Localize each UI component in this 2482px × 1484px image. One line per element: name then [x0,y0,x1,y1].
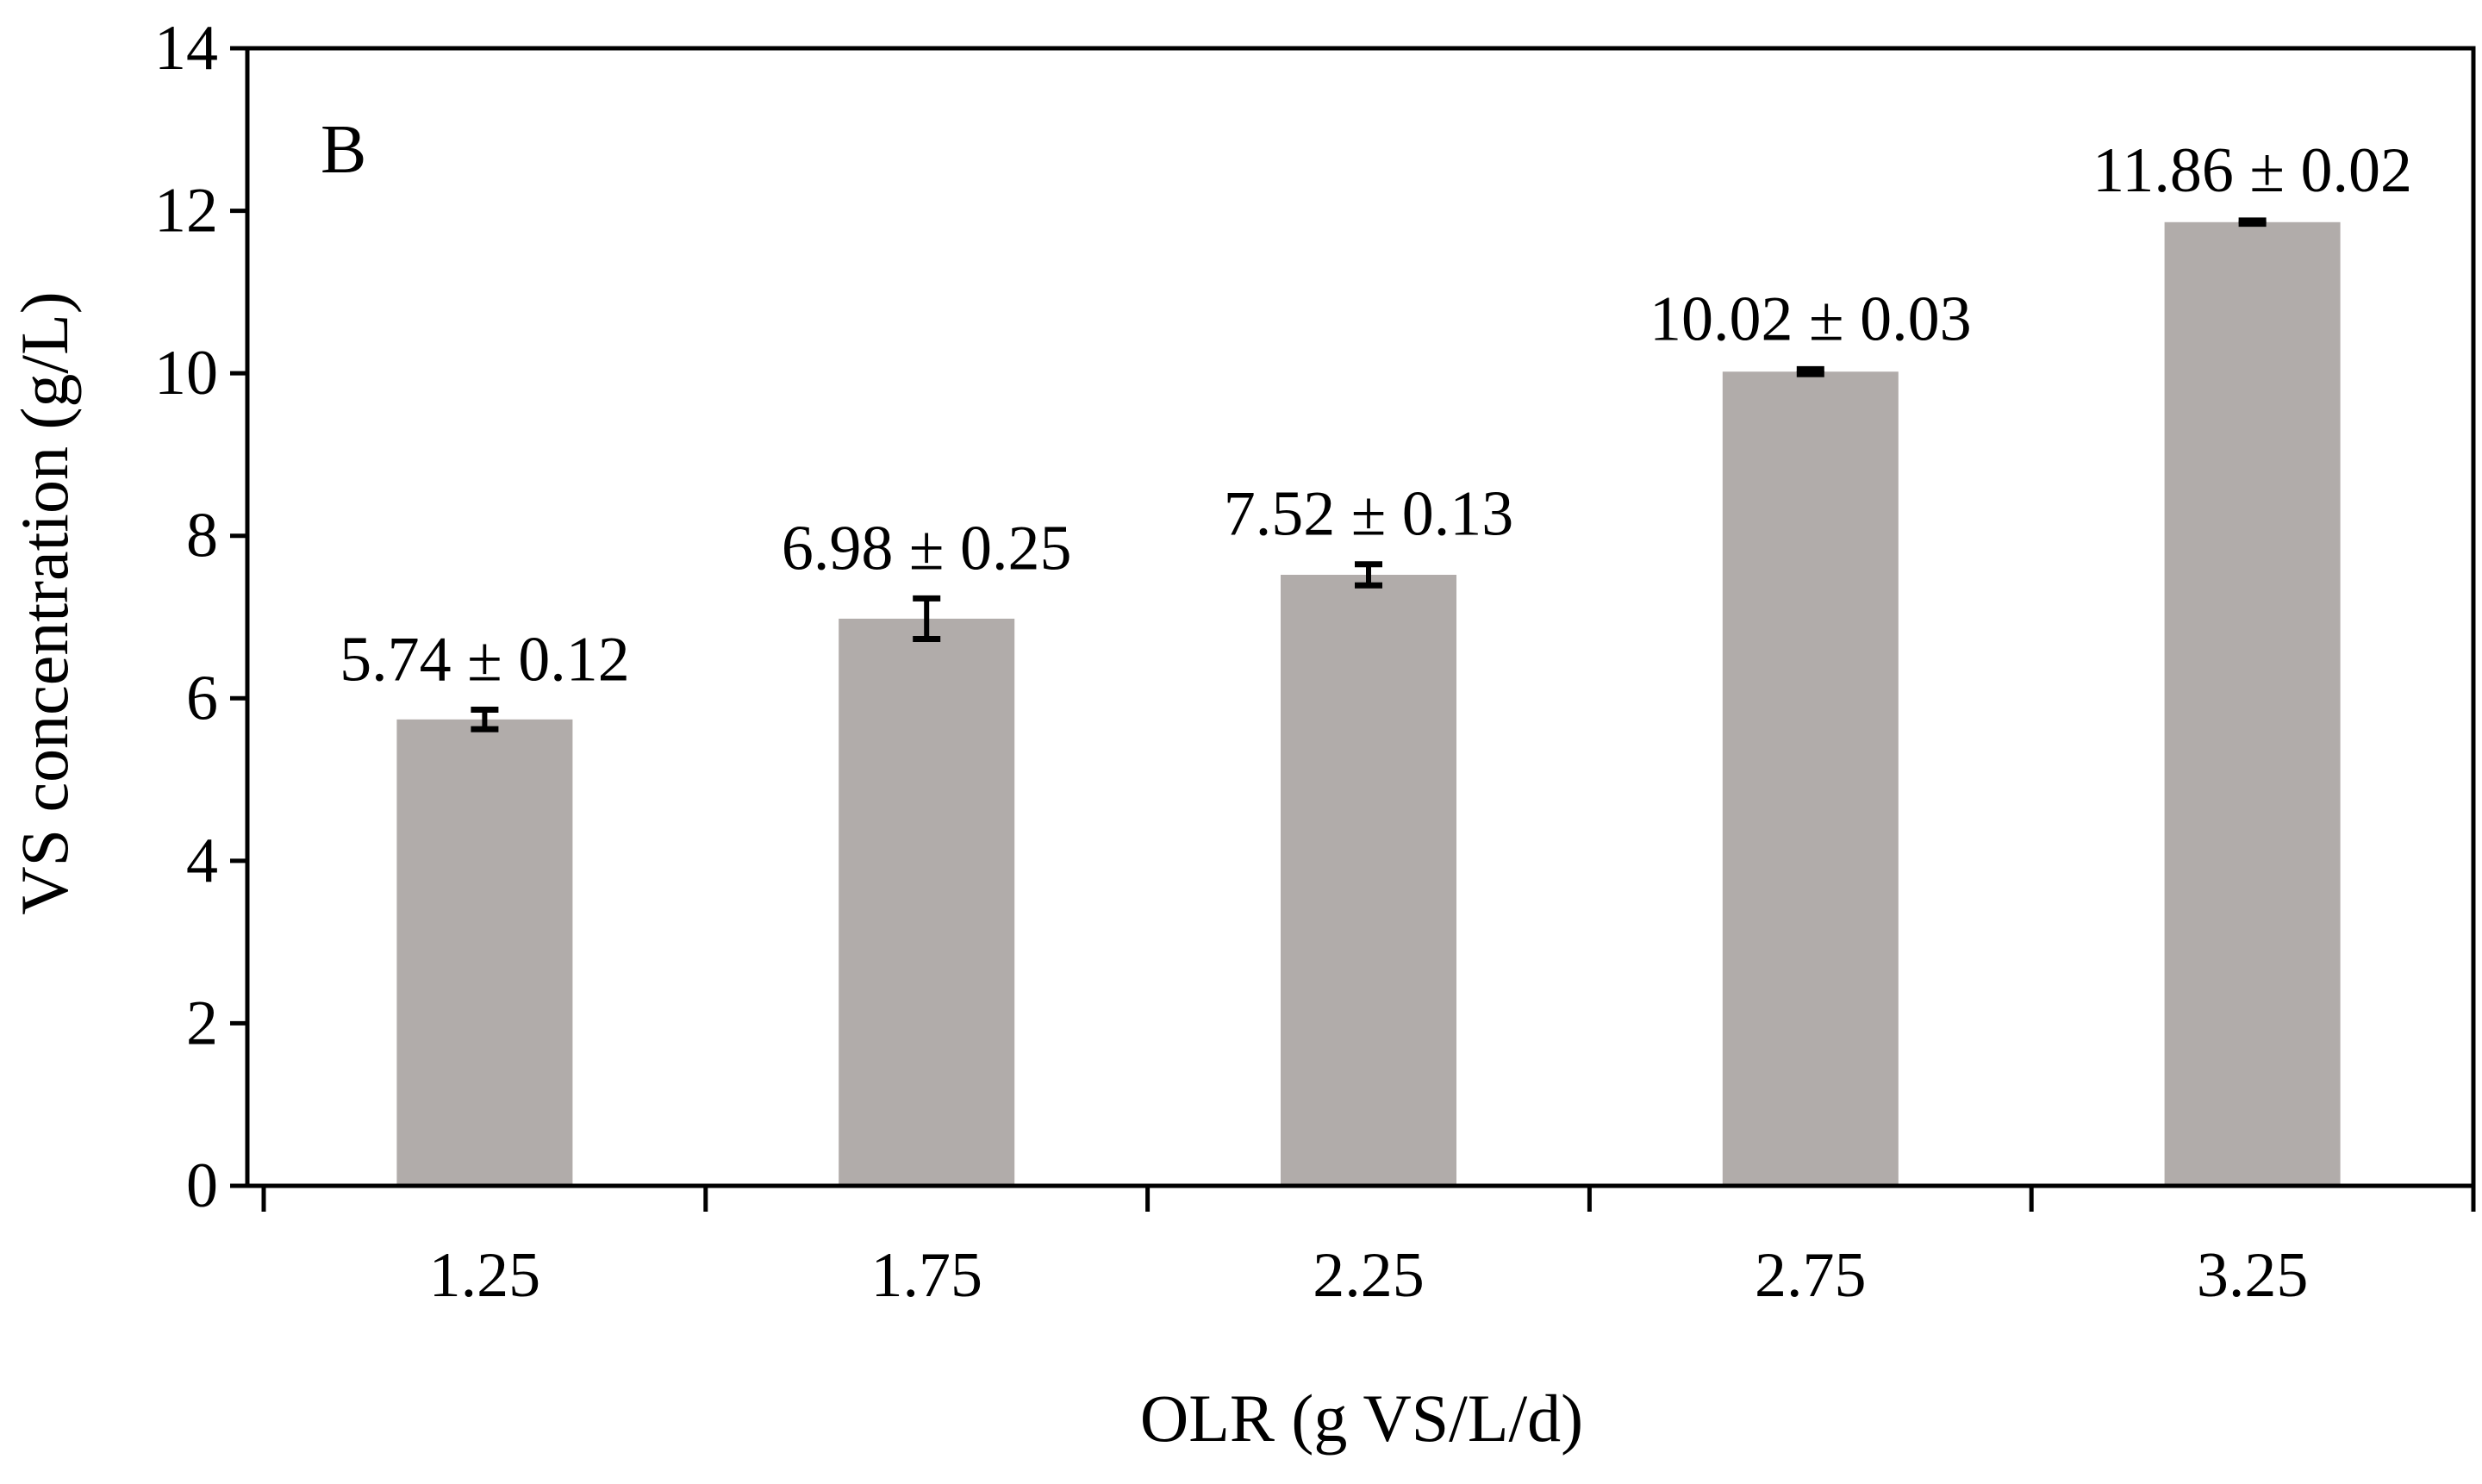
bar-3.25 [2164,221,2341,1186]
data-label-1.25: 5.74 ± 0.12 [340,624,630,695]
data-label-1.75: 6.98 ± 0.25 [782,513,1072,583]
x-tick-label-3.25: 3.25 [2197,1240,2309,1311]
labels-layer: 5.74 ± 0.12 1.25 6.98 ± 0.25 1.75 7.52 ± 0.1… [154,13,2412,1311]
error-bars-layer [471,217,2267,733]
y-tick-label-0: 0 [186,1150,218,1221]
data-label-2.75: 10.02 ± 0.03 [1649,284,1972,354]
bar-1.75 [839,618,1015,1186]
error-bar-1.25 [471,706,499,733]
data-label-2.25: 7.52 ± 0.13 [1224,479,1514,550]
y-tick-label-8: 8 [186,501,218,571]
bar-1.25 [396,719,573,1186]
y-axis-title: VS concentration (g/L) [7,291,82,914]
plot-frame [245,46,2476,1188]
x-tick-label-1.25: 1.25 [429,1240,541,1311]
y-tick-label-10: 10 [154,338,218,408]
axes-layer [230,46,2476,1212]
y-tick-label-2: 2 [186,988,218,1058]
x-tick-label-2.25: 2.25 [1313,1240,1425,1311]
panel-label: B [321,112,366,188]
x-tick-label-1.75: 1.75 [870,1240,982,1311]
x-tick-label-2.75: 2.75 [1755,1240,1867,1311]
bars-layer [396,221,2341,1186]
error-bar-2.75 [1796,365,1824,377]
y-tick-label-14: 14 [154,13,218,84]
error-bar-1.75 [913,595,941,642]
data-label-3.25: 11.86 ± 0.02 [2092,135,2412,206]
bar-2.75 [1722,371,1899,1186]
y-tick-label-6: 6 [186,663,218,733]
error-bar-3.25 [2238,217,2267,228]
bar-2.25 [1281,574,1456,1186]
y-tick-label-4: 4 [186,826,218,896]
error-bar-2.25 [1355,561,1382,589]
y-tick-label-12: 12 [154,176,218,246]
x-axis-title: OLR (g VS/L/d) [1140,1381,1583,1456]
